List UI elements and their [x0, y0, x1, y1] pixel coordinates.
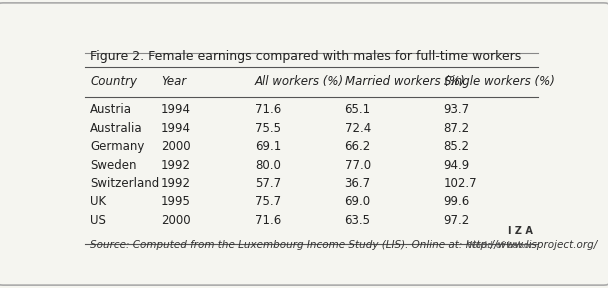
- Text: 1992: 1992: [161, 177, 191, 190]
- Text: UK: UK: [90, 196, 106, 209]
- Text: All workers (%): All workers (%): [255, 75, 344, 88]
- Text: Country: Country: [90, 75, 137, 88]
- Text: 63.5: 63.5: [345, 214, 371, 227]
- Text: 1995: 1995: [161, 196, 191, 209]
- Text: 69.0: 69.0: [345, 196, 371, 209]
- Text: 1994: 1994: [161, 122, 191, 135]
- Text: Single workers (%): Single workers (%): [444, 75, 554, 88]
- Text: Austria: Austria: [90, 103, 132, 116]
- Text: 66.2: 66.2: [345, 140, 371, 153]
- Text: 94.9: 94.9: [444, 159, 470, 172]
- Text: I Z A: I Z A: [508, 226, 533, 236]
- Text: 75.7: 75.7: [255, 196, 281, 209]
- Text: 71.6: 71.6: [255, 103, 282, 116]
- Text: 1994: 1994: [161, 103, 191, 116]
- Text: 80.0: 80.0: [255, 159, 281, 172]
- Text: Switzerland: Switzerland: [90, 177, 159, 190]
- Text: Sweden: Sweden: [90, 159, 137, 172]
- Text: 65.1: 65.1: [345, 103, 371, 116]
- Text: 75.5: 75.5: [255, 122, 281, 135]
- Text: Married workers (%): Married workers (%): [345, 75, 465, 88]
- Text: 97.2: 97.2: [444, 214, 470, 227]
- Text: 2000: 2000: [161, 214, 190, 227]
- Text: 1992: 1992: [161, 159, 191, 172]
- Text: 99.6: 99.6: [444, 196, 470, 209]
- Text: Figure 2. Female earnings compared with males for full-time workers: Figure 2. Female earnings compared with …: [90, 50, 522, 63]
- Text: 102.7: 102.7: [444, 177, 477, 190]
- Text: 71.6: 71.6: [255, 214, 282, 227]
- Text: 93.7: 93.7: [444, 103, 469, 116]
- Text: 2000: 2000: [161, 140, 190, 153]
- Text: 77.0: 77.0: [345, 159, 371, 172]
- Text: 36.7: 36.7: [345, 177, 371, 190]
- Text: Source: Computed from the Luxembourg Income Study (LIS). Online at: http://www.l: Source: Computed from the Luxembourg Inc…: [90, 240, 598, 250]
- Text: Australia: Australia: [90, 122, 143, 135]
- Text: 85.2: 85.2: [444, 140, 469, 153]
- Text: World of Labor: World of Labor: [467, 241, 533, 250]
- Text: 87.2: 87.2: [444, 122, 469, 135]
- Text: US: US: [90, 214, 106, 227]
- Text: 57.7: 57.7: [255, 177, 281, 190]
- Text: 69.1: 69.1: [255, 140, 282, 153]
- Text: Year: Year: [161, 75, 186, 88]
- Text: 72.4: 72.4: [345, 122, 371, 135]
- Text: Germany: Germany: [90, 140, 145, 153]
